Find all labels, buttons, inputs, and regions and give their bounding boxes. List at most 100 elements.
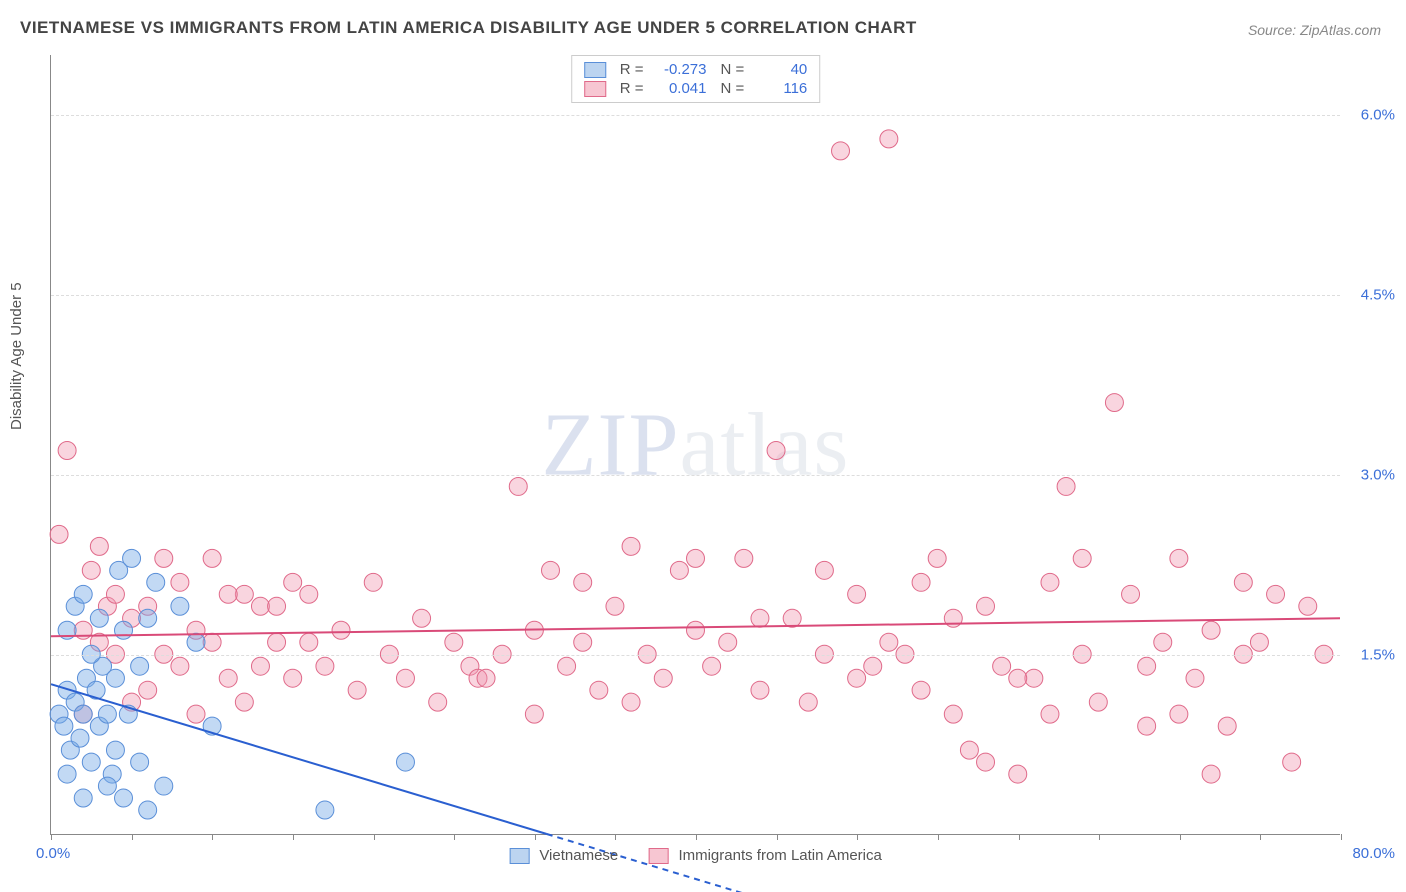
x-tick: [454, 834, 455, 840]
y-tick-label: 1.5%: [1361, 647, 1395, 664]
data-point: [71, 729, 89, 747]
data-point: [98, 705, 116, 723]
data-point: [880, 633, 898, 651]
data-point: [131, 753, 149, 771]
data-point: [751, 681, 769, 699]
data-point: [171, 657, 189, 675]
gridline: [51, 655, 1340, 656]
x-origin-label: 0.0%: [36, 845, 70, 862]
swatch-latin: [584, 81, 606, 97]
data-point: [751, 609, 769, 627]
data-point: [1041, 705, 1059, 723]
data-point: [848, 585, 866, 603]
data-point: [445, 633, 463, 651]
swatch-latin-icon: [648, 848, 668, 864]
data-point: [396, 753, 414, 771]
legend-row-vietnamese: R = -0.273 N = 40: [584, 60, 808, 79]
series-legend: Vietnamese Immigrants from Latin America: [509, 847, 882, 864]
data-point: [74, 585, 92, 603]
data-point: [115, 621, 133, 639]
y-tick-label: 3.0%: [1361, 467, 1395, 484]
x-max-label: 80.0%: [1352, 845, 1395, 862]
data-point: [848, 669, 866, 687]
x-tick: [293, 834, 294, 840]
data-point: [284, 573, 302, 591]
data-point: [300, 585, 318, 603]
data-point: [541, 561, 559, 579]
data-point: [880, 130, 898, 148]
x-tick: [615, 834, 616, 840]
data-point: [50, 525, 68, 543]
data-point: [574, 573, 592, 591]
correlation-legend: R = -0.273 N = 40 R = 0.041 N = 116: [571, 55, 821, 103]
data-point: [316, 657, 334, 675]
data-point: [783, 609, 801, 627]
data-point: [413, 609, 431, 627]
data-point: [912, 573, 930, 591]
data-point: [58, 442, 76, 460]
data-point: [396, 669, 414, 687]
data-point: [912, 681, 930, 699]
data-point: [1138, 657, 1156, 675]
data-point: [1299, 597, 1317, 615]
x-tick: [132, 834, 133, 840]
data-point: [977, 597, 995, 615]
legend-row-latin: R = 0.041 N = 116: [584, 79, 808, 98]
data-point: [1105, 394, 1123, 412]
x-tick: [1019, 834, 1020, 840]
data-point: [509, 477, 527, 495]
data-point: [284, 669, 302, 687]
x-tick: [1099, 834, 1100, 840]
data-point: [235, 585, 253, 603]
data-point: [90, 609, 108, 627]
data-point: [687, 621, 705, 639]
x-tick: [1341, 834, 1342, 840]
data-point: [670, 561, 688, 579]
data-point: [1089, 693, 1107, 711]
data-point: [1202, 765, 1220, 783]
data-point: [719, 633, 737, 651]
data-point: [155, 777, 173, 795]
data-point: [944, 705, 962, 723]
x-tick: [374, 834, 375, 840]
data-point: [477, 669, 495, 687]
x-tick: [212, 834, 213, 840]
data-point: [203, 549, 221, 567]
gridline: [51, 115, 1340, 116]
data-point: [348, 681, 366, 699]
data-point: [1202, 621, 1220, 639]
x-tick: [1180, 834, 1181, 840]
data-point: [332, 621, 350, 639]
data-point: [767, 442, 785, 460]
data-point: [622, 537, 640, 555]
data-point: [606, 597, 624, 615]
data-point: [1122, 585, 1140, 603]
data-point: [977, 753, 995, 771]
data-point: [622, 693, 640, 711]
data-point: [558, 657, 576, 675]
data-point: [90, 537, 108, 555]
data-point: [187, 705, 205, 723]
data-point: [1073, 549, 1091, 567]
data-point: [1025, 669, 1043, 687]
data-point: [1234, 573, 1252, 591]
data-point: [187, 633, 205, 651]
y-axis-label: Disability Age Under 5: [8, 282, 25, 430]
data-point: [1009, 765, 1027, 783]
data-point: [106, 585, 124, 603]
data-point: [235, 693, 253, 711]
data-point: [574, 633, 592, 651]
y-tick-label: 4.5%: [1361, 287, 1395, 304]
data-point: [1138, 717, 1156, 735]
chart-title: VIETNAMESE VS IMMIGRANTS FROM LATIN AMER…: [20, 18, 917, 38]
x-tick: [938, 834, 939, 840]
data-point: [1267, 585, 1285, 603]
data-point: [1057, 477, 1075, 495]
data-point: [1283, 753, 1301, 771]
gridline: [51, 295, 1340, 296]
swatch-vietnamese: [584, 62, 606, 78]
data-point: [82, 753, 100, 771]
data-point: [139, 681, 157, 699]
data-point: [82, 561, 100, 579]
x-tick: [51, 834, 52, 840]
